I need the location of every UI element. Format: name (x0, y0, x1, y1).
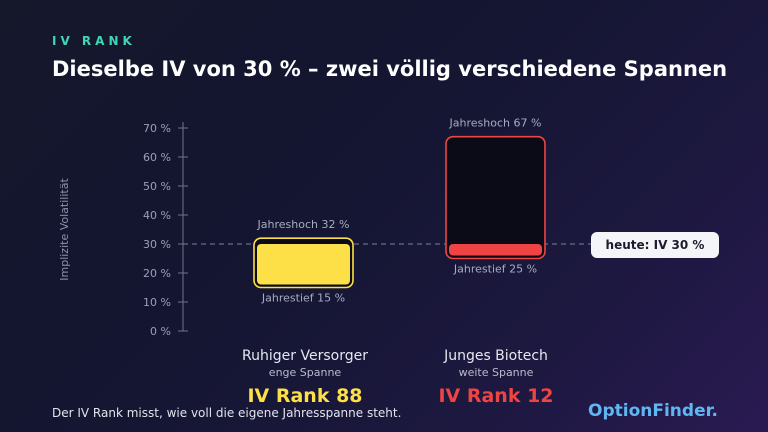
high-label: Jahreshoch 32 % (257, 218, 350, 231)
y-axis-label: Implizite Volatilität (58, 178, 71, 281)
range-box (445, 135, 546, 260)
filled-level (449, 244, 542, 256)
y-tick-label: 30 % (143, 238, 171, 251)
today-iv-badge: heute: IV 30 % (591, 232, 719, 258)
category-name: Ruhiger Versorger (242, 348, 368, 364)
footer-note: Der IV Rank misst, wie voll die eigene J… (52, 406, 402, 420)
category-subtitle: enge Spanne (268, 366, 342, 379)
y-tick-label: 40 % (143, 209, 171, 222)
y-tick-label: 0 % (150, 325, 171, 338)
low-label: Jahrestief 15 % (261, 292, 345, 305)
iv-rank-label: IV Rank 88 (247, 385, 363, 407)
category-biotech: Junges Biotech weite Spanne IV Rank 12 (396, 348, 596, 407)
category-name: Junges Biotech (444, 348, 548, 364)
high-label: Jahreshoch 67 % (449, 117, 542, 130)
y-tick-label: 70 % (143, 122, 171, 135)
brand-logo: OptionFinder. (588, 401, 719, 421)
category-versorger: Ruhiger Versorger enge Spanne IV Rank 88 (205, 348, 405, 407)
kicker: IV RANK (52, 34, 136, 48)
y-tick-label: 50 % (143, 180, 171, 193)
filled-level (257, 244, 350, 285)
low-label: Jahrestief 25 % (453, 263, 537, 276)
y-tick-label: 10 % (143, 296, 171, 309)
page-title: Dieselbe IV von 30 % – zwei völlig versc… (52, 57, 728, 81)
iv-rank-label: IV Rank 12 (438, 385, 554, 407)
y-tick-label: 60 % (143, 151, 171, 164)
category-subtitle: weite Spanne (458, 366, 534, 379)
y-tick-label: 20 % (143, 267, 171, 280)
